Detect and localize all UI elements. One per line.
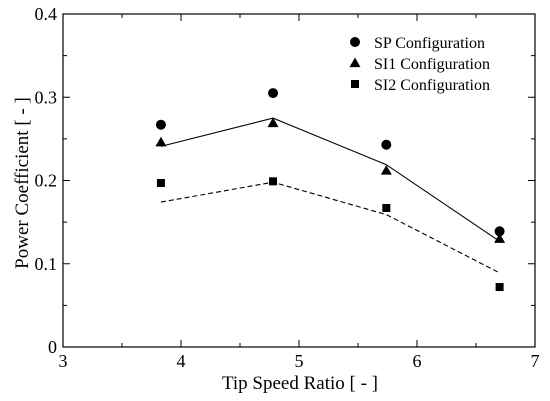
fit-lines — [160, 117, 500, 274]
x-tick-label: 6 — [413, 351, 422, 371]
legend-label: SI2 Configuration — [374, 77, 490, 94]
legend-label: SI1 Configuration — [374, 56, 490, 73]
y-tick-label: 0.4 — [35, 4, 58, 24]
square-marker — [495, 283, 504, 292]
legend-triangle-marker — [349, 57, 361, 68]
circle-marker — [494, 226, 505, 237]
triangle-marker — [380, 165, 392, 175]
circle-marker — [381, 139, 392, 150]
x-axis-title: Tip Speed Ratio [ - ] — [222, 373, 378, 394]
square-marker — [382, 203, 391, 212]
dashed-fit-line — [160, 181, 500, 274]
triangle-marker — [267, 117, 279, 128]
square-marker — [269, 177, 278, 186]
triangle-marker — [494, 233, 506, 243]
x-tick-label: 3 — [59, 351, 68, 371]
legend-circle-marker — [350, 37, 360, 47]
y-tick-label: 0.1 — [35, 254, 58, 274]
y-tick-label: 0 — [48, 337, 57, 357]
x-tick-label: 4 — [177, 351, 186, 371]
circle-marker — [268, 88, 279, 99]
triangle-marker — [155, 136, 167, 147]
legend-label: SP Configuration — [374, 35, 485, 52]
y-tick-label: 0.3 — [35, 87, 58, 107]
circle-marker — [155, 119, 166, 130]
square-marker — [156, 178, 165, 187]
legend-square-marker — [351, 80, 359, 88]
axis-ticks: 3 4 5 6 7 0 0.1 0.2 0.3 0.4 — [35, 4, 540, 371]
solid-fit-line — [160, 117, 500, 242]
legend: SP Configuration SI1 Configuration SI2 Con… — [349, 35, 490, 94]
y-tick-label: 0.2 — [35, 171, 58, 191]
x-tick-label: 7 — [531, 351, 540, 371]
x-tick-label: 5 — [295, 351, 304, 371]
y-axis-title: Power Coefficient [ - ] — [12, 97, 33, 269]
data-markers — [155, 88, 506, 292]
